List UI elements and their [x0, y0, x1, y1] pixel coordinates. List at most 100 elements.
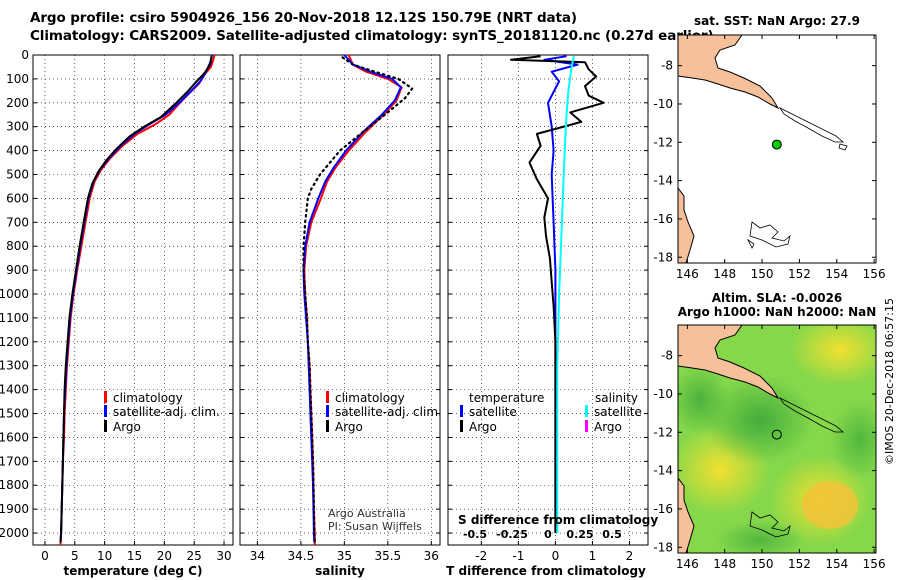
y-tick-label: 900 [6, 263, 29, 277]
legend-label-climatology: climatology [335, 391, 405, 405]
salinity-legend: climatology satellite-adj. clim. Argo [326, 391, 442, 434]
legend-marker-s-satellite [585, 405, 588, 417]
series-line-climatology [59, 55, 216, 545]
series-line-satellite-adj-clim- [59, 55, 214, 543]
salinity-x-tick-label: 35 [337, 549, 352, 563]
australia-landmass [678, 477, 695, 553]
y-tick-label: 0 [21, 48, 29, 62]
series-line-s-satellite [556, 55, 575, 533]
salinity-annotation: Argo Australia PI: Susan Wijffels [328, 507, 422, 533]
legend-marker-argo [326, 420, 329, 432]
map-x-tick-label: 156 [863, 267, 886, 281]
legend-marker-satellite [326, 405, 329, 417]
y-tick-label: 1300 [0, 359, 29, 373]
salinity-panel-frame [239, 54, 441, 546]
difference-x-tick-label: 0 [552, 549, 560, 563]
map-sst-axes: 146 148 150 152 154 156 -8 -10 -12 -14 -16 -18 [653, 35, 886, 281]
legend-label-satellite: satellite-adj. clim. [335, 405, 442, 419]
temperature-series [59, 55, 216, 545]
reef-islands [749, 221, 791, 248]
salinity-xlabel: salinity [315, 564, 365, 578]
legend-marker-climatology [326, 391, 329, 403]
map-sla-subtitle: Argo h1000: NaN h2000: NaN [678, 305, 877, 319]
legend-label-t-argo: Argo [469, 420, 497, 434]
map-sla-frame [677, 324, 877, 554]
sla-patch [790, 325, 876, 385]
y-tick-label: 1000 [0, 287, 29, 301]
legend-marker-t-satellite [460, 405, 463, 417]
sla-patch [830, 400, 876, 480]
series-line-climatology [303, 55, 403, 545]
legend-label-s-argo: Argo [594, 420, 622, 434]
salinity-x-tick-label: 36 [424, 549, 439, 563]
y-tick-label: 400 [6, 144, 29, 158]
difference-legend: temperature satellite Argo salinity sate… [460, 391, 642, 434]
map-x-tick-label: 148 [713, 557, 736, 571]
difference-x-tick-label: 2 [626, 549, 634, 563]
map-sla-title: Altim. SLA: -0.0026 [712, 291, 843, 305]
new-guinea-landmass [678, 325, 780, 400]
series-line-satellite-adj-clim- [302, 55, 402, 543]
y-tick-label: 1900 [0, 502, 29, 516]
map-x-tick-label: 146 [676, 267, 699, 281]
map-x-tick-label: 148 [713, 267, 736, 281]
y-tick-label: 1100 [0, 311, 29, 325]
map-x-tick-label: 150 [751, 267, 774, 281]
s-difference-tick-label: 0.5 [602, 528, 622, 541]
map-x-tick-label: 156 [863, 557, 886, 571]
legend-label-argo: Argo [335, 420, 363, 434]
map-x-tick-label: 152 [788, 267, 811, 281]
map-y-tick-label: -14 [653, 174, 673, 188]
s-difference-ticks: -0.5 -0.25 0 0.25 0.5 [463, 528, 622, 541]
annotation-line2: PI: Susan Wijffels [328, 520, 422, 533]
legend-label-t-satellite: satellite [469, 405, 517, 419]
difference-panel-frame [447, 54, 649, 546]
argo-float-marker [771, 429, 782, 440]
legend-marker-t-argo [460, 420, 463, 432]
y-tick-label: 300 [6, 120, 29, 134]
header-title-line2: Climatology: CARS2009. Satellite-adjuste… [30, 28, 714, 44]
map-y-tick-label: -14 [653, 464, 673, 478]
legend-title-temperature: temperature [469, 391, 544, 405]
difference-x-tick-label: -1 [512, 549, 524, 563]
series-line-argo [59, 56, 213, 543]
copyright-timestamp: ©IMOS 20-Dec-2018 06:57:15 [883, 298, 896, 465]
sla-patch [705, 375, 815, 465]
temperature-x-tick-label: 5 [71, 549, 79, 563]
y-tick-label: 600 [6, 191, 29, 205]
temperature-x-tick-label: 0 [41, 549, 49, 563]
louisiade-islands [778, 396, 845, 433]
reef-outline [746, 238, 755, 249]
map-sst-content [678, 35, 848, 263]
map-y-tick-label: -18 [653, 250, 673, 264]
map-y-tick-label: -10 [653, 97, 673, 111]
temperature-xlabel: temperature (deg C) [64, 564, 203, 578]
map-y-tick-label: -12 [653, 135, 673, 149]
y-tick-label: 2000 [0, 526, 29, 540]
map-x-tick-label: 154 [825, 557, 848, 571]
y-tick-label: 1600 [0, 430, 29, 444]
temperature-x-tick-label: 25 [187, 549, 202, 563]
s-difference-tick-label: -0.5 [463, 528, 487, 541]
y-tick-label: 100 [6, 72, 29, 86]
annotation-line1: Argo Australia [328, 507, 406, 520]
legend-label-argo: Argo [113, 420, 141, 434]
map-y-tick-label: -8 [661, 59, 673, 73]
legend-label-s-satellite: satellite [594, 405, 642, 419]
y-tick-label: 500 [6, 168, 29, 182]
header-title-line1: Argo profile: csiro 5904926_156 20-Nov-2… [30, 10, 577, 26]
s-difference-xlabel: S difference from climatology [458, 513, 658, 527]
map-x-tick-label: 152 [788, 557, 811, 571]
y-tick-label: 1400 [0, 383, 29, 397]
y-tick-label: 700 [6, 215, 29, 229]
map-y-tick-label: -16 [653, 212, 673, 226]
y-tick-label: 1200 [0, 335, 29, 349]
axis-layer: 0 5 10 15 20 25 30 34 34.5 35 35.5 36 -2 -1 0 1 20100200… [0, 48, 648, 563]
temperature-x-tick-label: 15 [127, 549, 142, 563]
map-x-tick-label: 146 [676, 557, 699, 571]
y-tick-label: 1700 [0, 454, 29, 468]
sla-patch [678, 365, 730, 435]
difference-x-tick-label: -2 [475, 549, 487, 563]
series-line-argo [302, 56, 414, 544]
map-sla-axes: 146 148 150 152 154 156 -8 -10 -12 -14 -16 -18 [653, 325, 886, 571]
